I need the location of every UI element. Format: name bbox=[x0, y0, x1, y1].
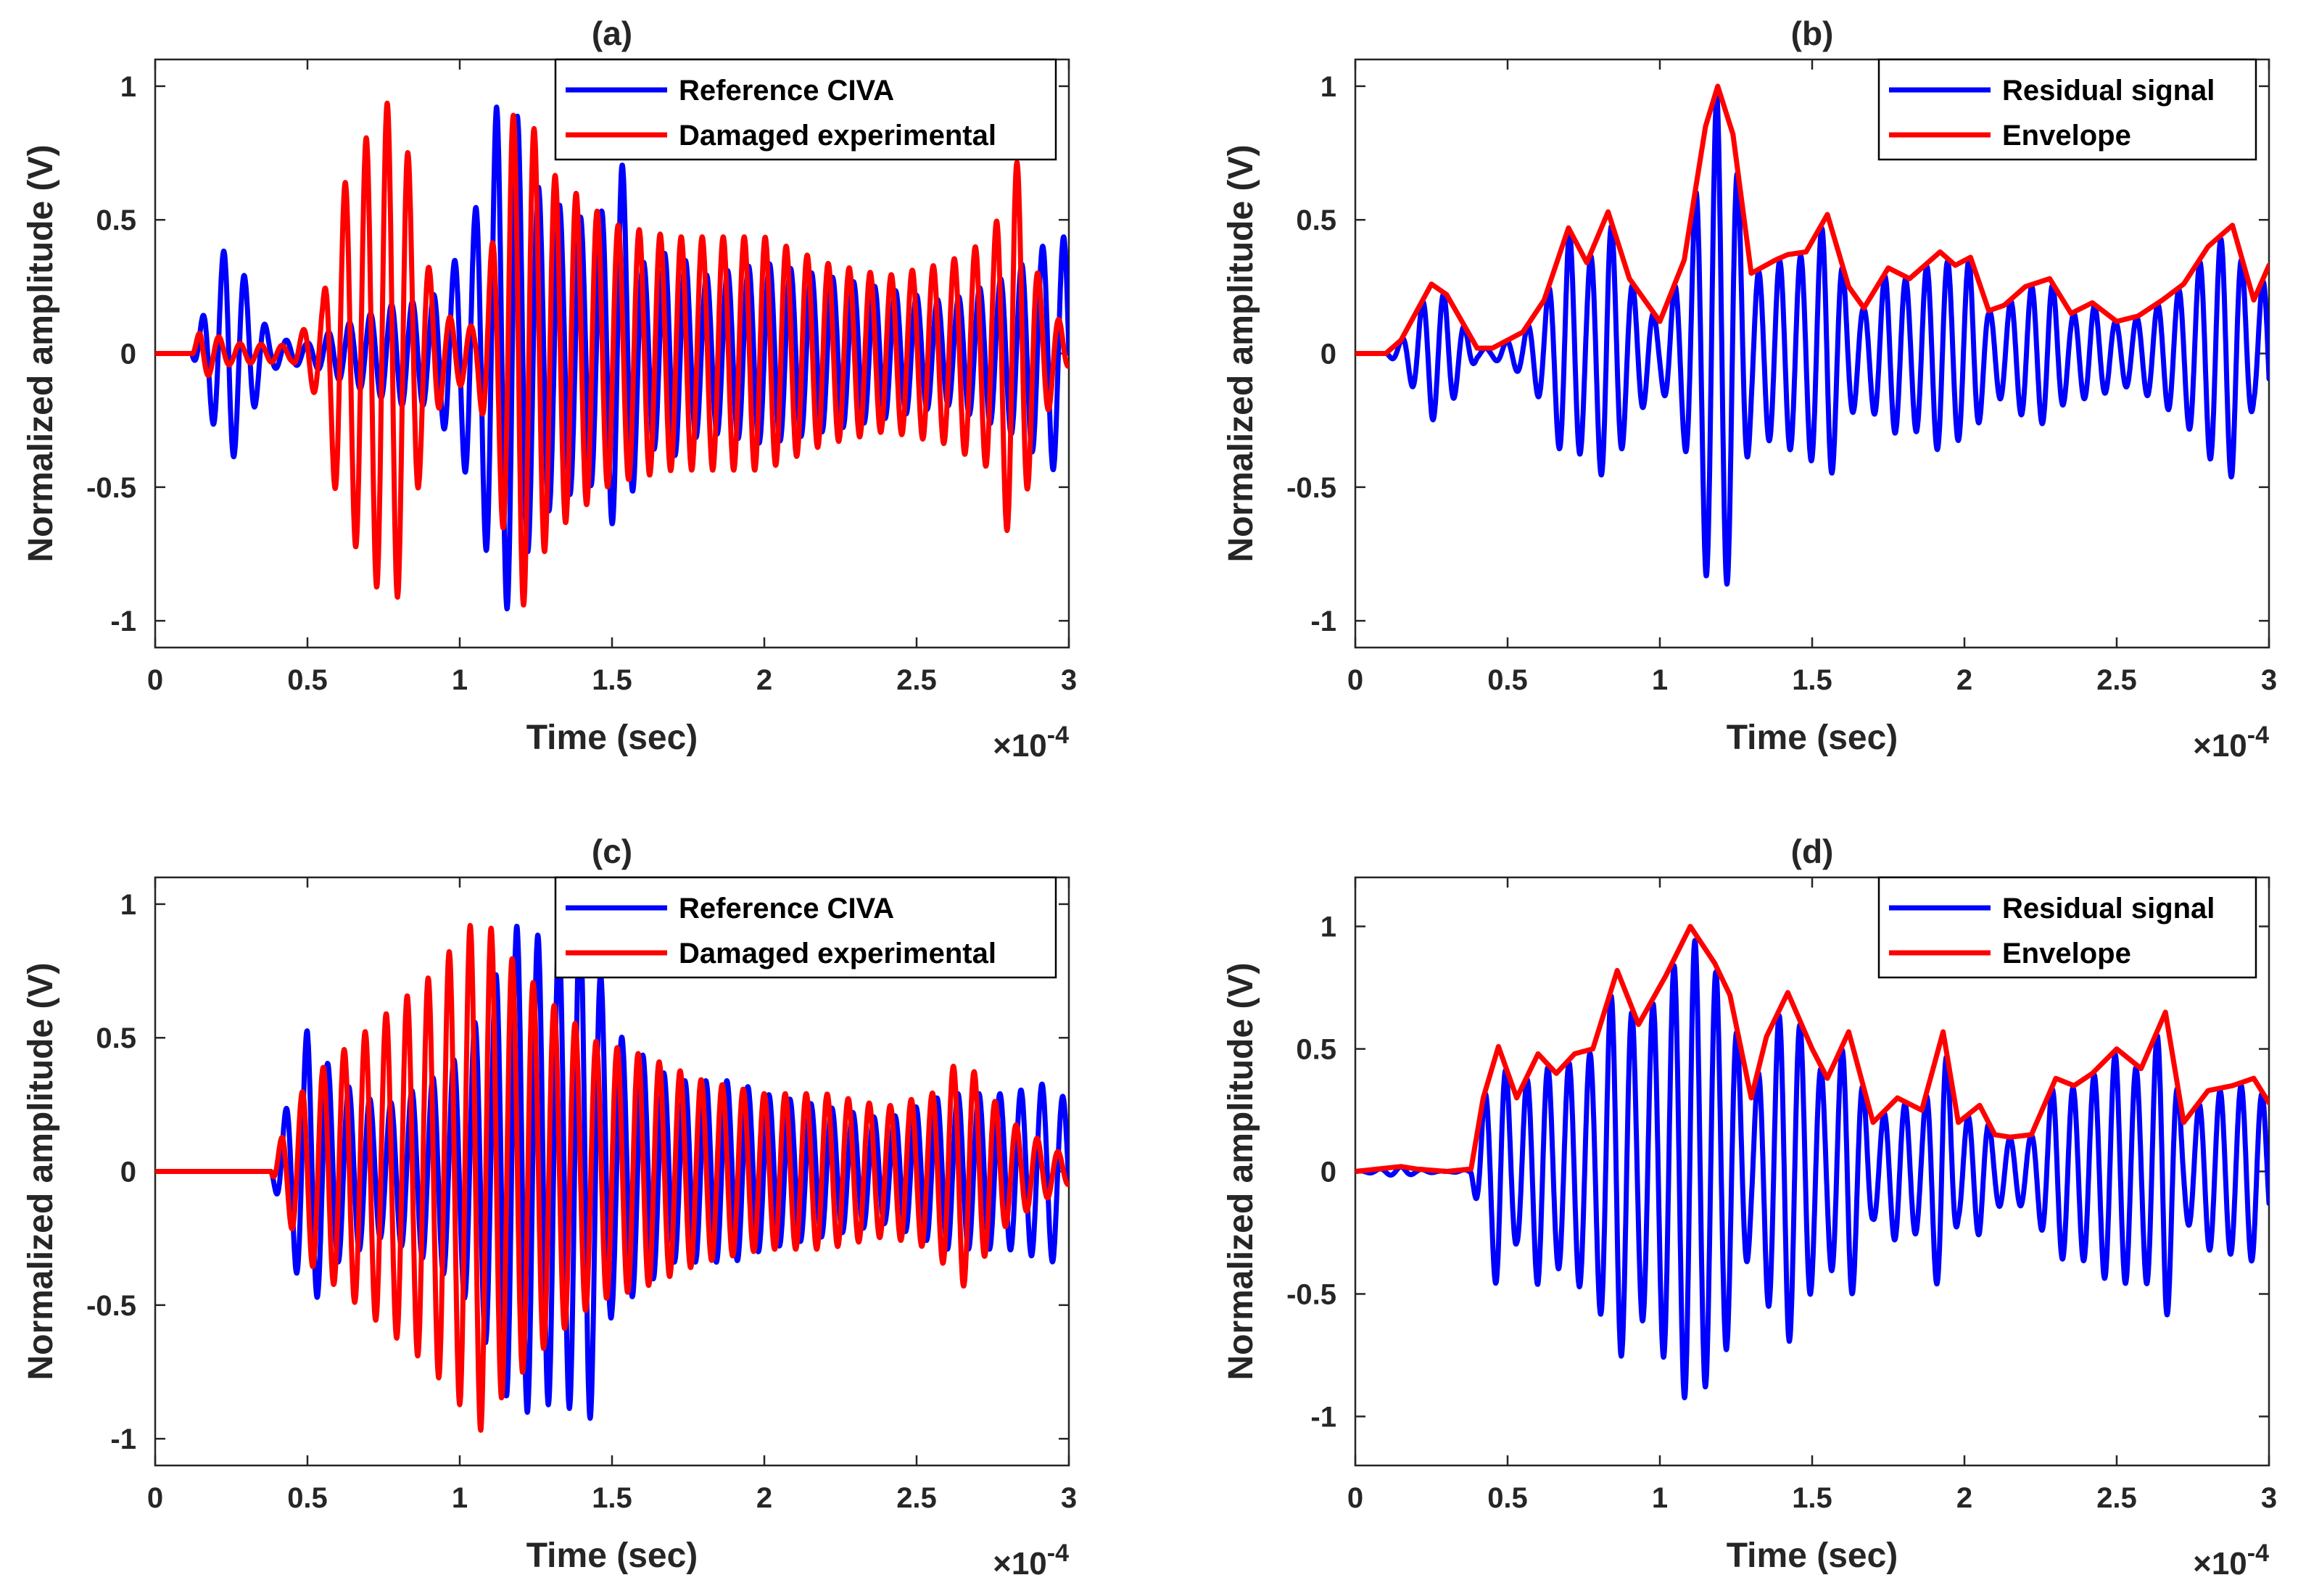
x-axis-label: Time (sec) bbox=[526, 719, 698, 757]
y-tick-label: -0.5 bbox=[86, 472, 136, 504]
x-tick-label: 0.5 bbox=[287, 1482, 328, 1514]
y-tick-label: 0 bbox=[1320, 1157, 1336, 1188]
chart-panel-b: (b) 0 0.5 1 1.5 2 2.5 3 1 0.5 0 -0.5 -1 Time (sec) Nor… bbox=[1222, 15, 2277, 764]
y-tick-label: 0 bbox=[120, 1157, 136, 1188]
x-tick-label: 1.5 bbox=[592, 1482, 632, 1514]
series-line-damaged-experimental bbox=[155, 922, 1069, 1433]
y-tick-label: -1 bbox=[110, 605, 136, 637]
legend-entry: Reference CIVA bbox=[679, 893, 894, 925]
legend: Residual signal Envelope bbox=[1877, 58, 2257, 161]
y-tick-label: 0 bbox=[120, 339, 136, 371]
x-exponent-label: ×10-4 bbox=[993, 721, 1069, 764]
chart-title: (b) bbox=[1791, 15, 1834, 52]
data-lines bbox=[155, 100, 1069, 612]
x-tick-label: 0 bbox=[1347, 664, 1363, 696]
x-tick-label: 1.5 bbox=[1792, 1482, 1832, 1514]
x-tick-label: 3 bbox=[2261, 664, 2277, 696]
y-axis-label: Normalized amplitude (V) bbox=[22, 962, 60, 1380]
x-tick-label: 2 bbox=[1956, 1482, 1972, 1514]
x-exponent-label: ×10-4 bbox=[2193, 721, 2269, 764]
x-tick-label: 2.5 bbox=[2096, 1482, 2137, 1514]
x-axis-label: Time (sec) bbox=[526, 1537, 698, 1575]
y-axis-label: Normalized amplitude (V) bbox=[1222, 962, 1260, 1380]
x-tick-label: 0 bbox=[1347, 1482, 1363, 1514]
legend-box bbox=[1877, 876, 2257, 979]
series-line-reference-civa bbox=[155, 919, 1069, 1421]
y-axis-label: Normalized amplitude (V) bbox=[22, 144, 60, 562]
y-tick-label: 0 bbox=[1320, 339, 1336, 371]
x-tick-label: 1 bbox=[452, 1482, 468, 1514]
legend-entry: Reference CIVA bbox=[679, 75, 894, 107]
x-tick-label: 0.5 bbox=[287, 664, 328, 696]
legend-entry: Damaged experimental bbox=[679, 120, 996, 152]
x-tick-label: 0.5 bbox=[1487, 664, 1528, 696]
x-exponent-label: ×10-4 bbox=[993, 1539, 1069, 1581]
x-tick-label: 2 bbox=[756, 664, 772, 696]
chart-panel-c: (c) 0 0.5 1 1.5 2 2.5 3 1 0.5 0 -0.5 -1 Time (sec) Nor… bbox=[22, 832, 1077, 1581]
x-tick-label: 1 bbox=[452, 664, 468, 696]
legend-entry: Envelope bbox=[2002, 120, 2131, 152]
x-tick-label: 2.5 bbox=[2096, 664, 2137, 696]
x-tick-label: 1 bbox=[1652, 664, 1668, 696]
x-tick-label: 1 bbox=[1652, 1482, 1668, 1514]
x-tick-label: 2.5 bbox=[896, 664, 937, 696]
legend: Reference CIVA Damaged experimental bbox=[554, 58, 1057, 161]
y-tick-label: 1 bbox=[1320, 71, 1336, 103]
x-tick-label: 2.5 bbox=[896, 1482, 937, 1514]
series-line-envelope bbox=[1355, 83, 2269, 356]
legend-entry: Residual signal bbox=[2002, 893, 2215, 925]
x-axis-label: Time (sec) bbox=[1727, 1537, 1898, 1575]
y-tick-label: -0.5 bbox=[1286, 472, 1336, 504]
y-tick-label: 1 bbox=[120, 889, 136, 921]
legend-entry: Damaged experimental bbox=[679, 938, 996, 969]
legend: Reference CIVA Damaged experimental bbox=[554, 876, 1057, 979]
chart-title: (d) bbox=[1791, 832, 1834, 870]
series-line-envelope bbox=[1355, 924, 2269, 1174]
x-tick-label: 3 bbox=[1061, 1482, 1077, 1514]
legend-box bbox=[554, 58, 1057, 161]
x-tick-label: 0.5 bbox=[1487, 1482, 1528, 1514]
legend-entry: Residual signal bbox=[2002, 75, 2215, 107]
x-tick-label: 0 bbox=[147, 664, 163, 696]
chart-panel-d: (d) 0 0.5 1 1.5 2 2.5 3 1 0.5 0 -0.5 -1 Time (sec) Nor… bbox=[1222, 832, 2277, 1581]
legend: Residual signal Envelope bbox=[1877, 876, 2257, 979]
data-lines bbox=[1355, 924, 2269, 1401]
y-tick-label: -1 bbox=[110, 1423, 136, 1455]
y-axis-label: Normalized amplitude (V) bbox=[1222, 144, 1260, 562]
x-tick-label: 2 bbox=[1956, 664, 1972, 696]
x-axis-label: Time (sec) bbox=[1727, 719, 1898, 757]
chart-title: (a) bbox=[592, 15, 632, 52]
y-tick-label: 0.5 bbox=[96, 204, 136, 236]
y-tick-label: 0.5 bbox=[1296, 204, 1336, 236]
y-tick-label: -1 bbox=[1310, 1401, 1336, 1433]
y-tick-label: 0.5 bbox=[1296, 1034, 1336, 1066]
chart-panel-a: (a) 0 0.5 1 1.5 2 2.5 3 1 0.5 0 -0.5 -1 Time (sec) Nor… bbox=[22, 15, 1077, 764]
x-tick-label: 2 bbox=[756, 1482, 772, 1514]
y-tick-label: 1 bbox=[120, 71, 136, 103]
chart-title: (c) bbox=[592, 832, 632, 870]
series-line-residual-signal bbox=[1355, 938, 2269, 1401]
data-lines bbox=[155, 919, 1069, 1433]
x-tick-label: 3 bbox=[2261, 1482, 2277, 1514]
x-exponent-label: ×10-4 bbox=[2193, 1539, 2269, 1581]
series-line-damaged-experimental bbox=[155, 100, 1069, 608]
x-tick-label: 1.5 bbox=[592, 664, 632, 696]
y-tick-label: -1 bbox=[1310, 605, 1336, 637]
data-lines bbox=[1355, 83, 2269, 587]
y-tick-label: 0.5 bbox=[96, 1022, 136, 1054]
y-tick-label: 1 bbox=[1320, 911, 1336, 943]
x-tick-label: 3 bbox=[1061, 664, 1077, 696]
legend-box bbox=[1877, 58, 2257, 161]
x-tick-label: 0 bbox=[147, 1482, 163, 1514]
x-tick-label: 1.5 bbox=[1792, 664, 1832, 696]
legend-entry: Envelope bbox=[2002, 938, 2131, 969]
legend-box bbox=[554, 876, 1057, 979]
y-tick-label: -0.5 bbox=[1286, 1278, 1336, 1310]
y-tick-label: -0.5 bbox=[86, 1290, 136, 1322]
